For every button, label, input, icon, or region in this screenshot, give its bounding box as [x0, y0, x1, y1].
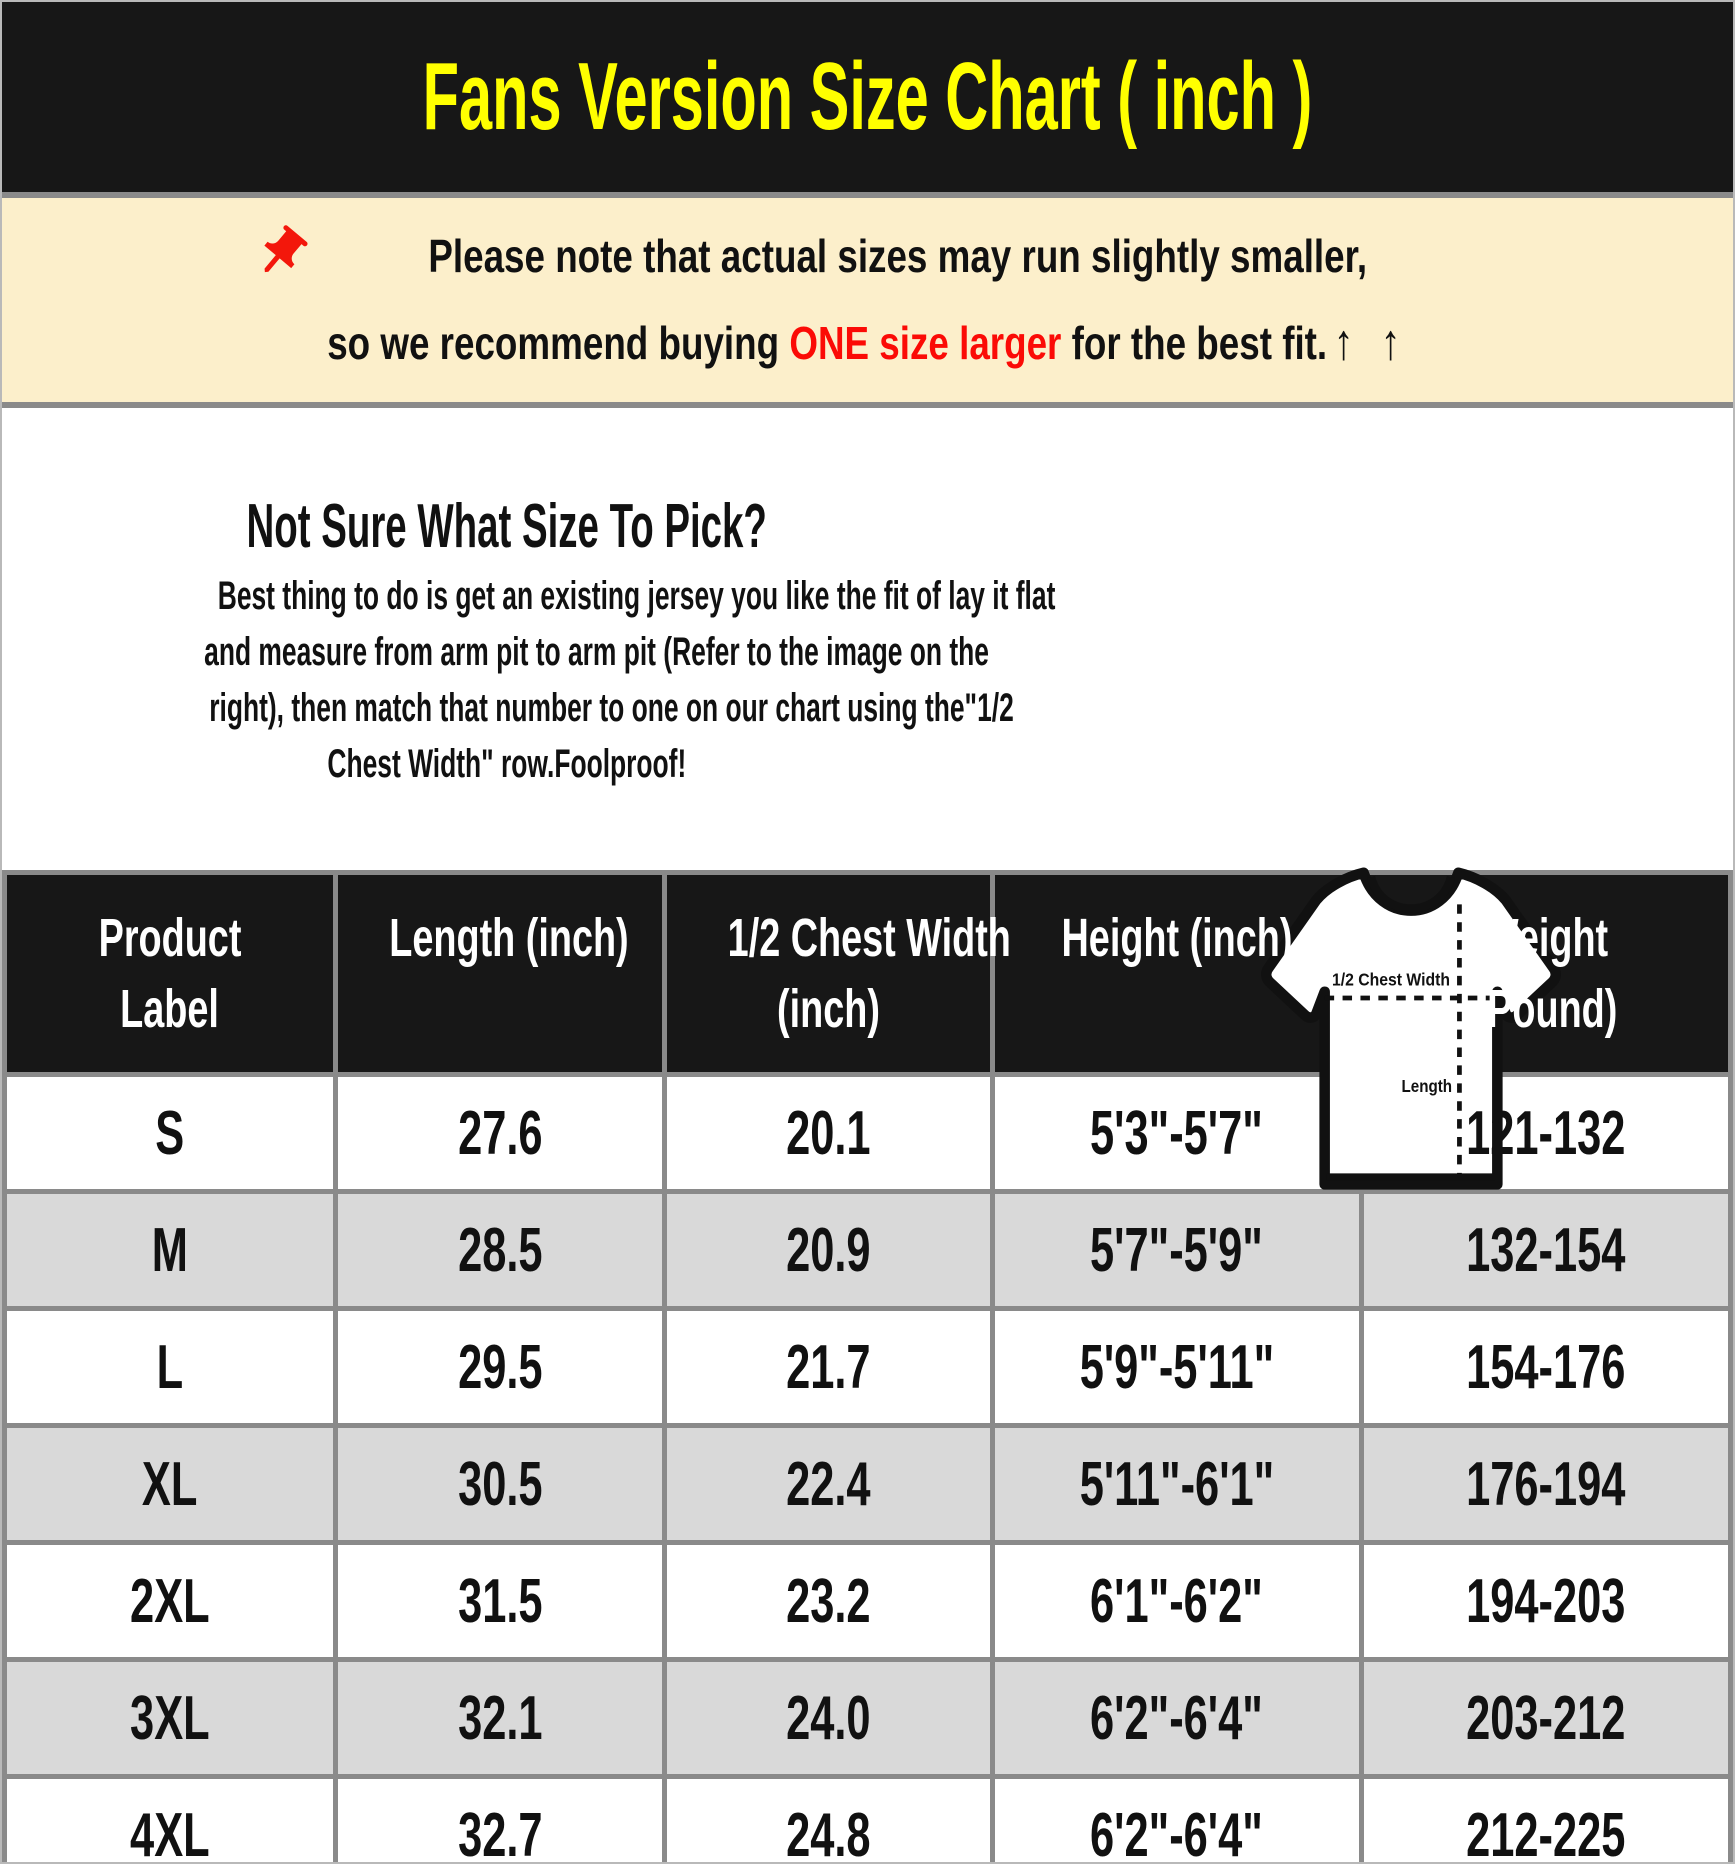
length-label: Length — [1402, 1076, 1453, 1096]
page-title: Fans Version Size Chart ( inch ) — [422, 43, 1313, 150]
cell-height: 5'7"-5'9" — [990, 1189, 1364, 1311]
cell-length: 30.5 — [332, 1423, 668, 1545]
note-banner: Please note that actual sizes may run sl… — [2, 198, 1733, 408]
cell-height: 5'11"-6'1" — [990, 1423, 1364, 1545]
cell-weight: 132-154 — [1358, 1189, 1733, 1311]
cell-weight: 203-212 — [1358, 1657, 1733, 1779]
cell-length: 28.5 — [332, 1189, 668, 1311]
cell-size-label: 2XL — [2, 1540, 338, 1662]
table-row-4xl: 4XL 32.7 24.8 6'2"-6'4" 212-225 — [2, 1774, 1733, 1862]
cell-chest: 23.2 — [662, 1540, 996, 1662]
cell-weight: 154-176 — [1358, 1306, 1733, 1428]
table-row-m: M 28.5 20.9 5'7"-5'9" 132-154 — [2, 1189, 1733, 1311]
cell-size-label: L — [2, 1306, 338, 1428]
table-row-2xl: 2XL 31.5 23.2 6'1"-6'2" 194-203 — [2, 1540, 1733, 1662]
cell-length: 32.7 — [332, 1774, 668, 1862]
cell-length: 31.5 — [332, 1540, 668, 1662]
note-text-2-prefix: so we recommend buying — [326, 317, 789, 369]
cell-length: 32.1 — [332, 1657, 668, 1779]
cell-size-label: S — [2, 1072, 338, 1194]
cell-height: 5'3"-5'7" — [990, 1072, 1364, 1194]
cell-weight: 176-194 — [1358, 1423, 1733, 1545]
table-row-xl: XL 30.5 22.4 5'11"-6'1" 176-194 — [2, 1423, 1733, 1545]
size-help-text: Not Sure What Size To Pick? Best thing t… — [2, 408, 1055, 792]
size-help-section: Not Sure What Size To Pick? Best thing t… — [2, 408, 1733, 1190]
cell-height: 5'9"-5'11" — [990, 1306, 1364, 1428]
tshirt-diagram: 1/2 Chest Width Length — [1252, 858, 1570, 1216]
chest-width-label: 1/2 Chest Width — [1332, 969, 1450, 989]
size-help-heading: Not Sure What Size To Pick? — [246, 492, 768, 561]
cell-weight: 212-225 — [1358, 1774, 1733, 1862]
size-help-line: and measure from arm pit to arm pit (Ref… — [204, 630, 989, 674]
cell-length: 27.6 — [332, 1072, 668, 1194]
cell-chest: 22.4 — [662, 1423, 996, 1545]
pushpin-icon — [238, 211, 323, 296]
col-header-chest-width: 1/2 Chest Width (inch) — [662, 870, 1011, 1077]
cell-height: 6'2"-6'4" — [990, 1774, 1364, 1862]
note-line-1: Please note that actual sizes may run sl… — [251, 225, 1484, 283]
cell-size-label: XL — [2, 1423, 338, 1545]
size-table-header: Product Label Length (inch) 1/2 Chest Wi… — [2, 870, 1733, 1077]
size-help-line: Best thing to do is get an existing jers… — [217, 574, 1056, 618]
note-highlight: ONE size larger — [788, 317, 1061, 369]
cell-size-label: 4XL — [2, 1774, 338, 1862]
note-text-1: Please note that actual sizes may run sl… — [428, 230, 1367, 282]
cell-height: 6'1"-6'2" — [990, 1540, 1364, 1662]
note-line-2: so we recommend buying ONE size larger f… — [192, 313, 1544, 371]
cell-chest: 20.9 — [662, 1189, 996, 1311]
cell-chest: 21.7 — [662, 1306, 996, 1428]
size-table: Product Label Length (inch) 1/2 Chest Wi… — [2, 870, 1733, 1862]
title-bar: Fans Version Size Chart ( inch ) — [2, 2, 1733, 198]
cell-weight: 194-203 — [1358, 1540, 1733, 1662]
note-text-2-suffix: for the best fit. — [1060, 317, 1327, 369]
cell-chest: 20.1 — [662, 1072, 996, 1194]
cell-size-label: 3XL — [2, 1657, 338, 1779]
cell-height: 6'2"-6'4" — [990, 1657, 1364, 1779]
tshirt-outline — [1261, 867, 1561, 1190]
cell-chest: 24.8 — [662, 1774, 996, 1862]
up-arrows-icon: ↑ ↑ — [1333, 314, 1409, 370]
size-help-line: Chest Width" row.Foolproof! — [327, 742, 687, 786]
table-row-3xl: 3XL 32.1 24.0 6'2"-6'4" 203-212 — [2, 1657, 1733, 1779]
col-header-height: Height (inch) — [990, 870, 1364, 1077]
col-header-length: Length (inch) — [332, 870, 668, 1077]
cell-size-label: M — [2, 1189, 338, 1311]
table-row-l: L 29.5 21.7 5'9"-5'11" 154-176 — [2, 1306, 1733, 1428]
size-help-line: right), then match that number to one on… — [209, 686, 1014, 730]
cell-chest: 24.0 — [662, 1657, 996, 1779]
cell-length: 29.5 — [332, 1306, 668, 1428]
col-header-product-label: Product Label — [2, 870, 338, 1077]
